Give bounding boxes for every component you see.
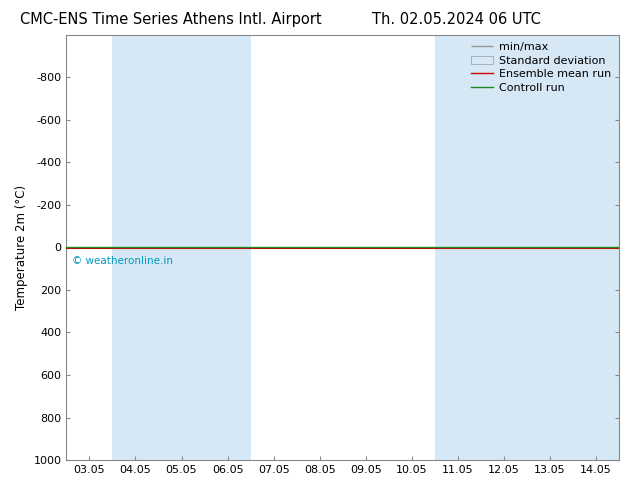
- Text: CMC-ENS Time Series Athens Intl. Airport: CMC-ENS Time Series Athens Intl. Airport: [20, 12, 322, 27]
- Text: Th. 02.05.2024 06 UTC: Th. 02.05.2024 06 UTC: [372, 12, 541, 27]
- Bar: [435, 35, 573, 460]
- Bar: [112, 35, 250, 460]
- Text: © weatheronline.in: © weatheronline.in: [72, 256, 173, 266]
- Y-axis label: Temperature 2m (°C): Temperature 2m (°C): [15, 185, 28, 310]
- Bar: [573, 35, 619, 460]
- Legend: min/max, Standard deviation, Ensemble mean run, Controll run: min/max, Standard deviation, Ensemble me…: [467, 38, 616, 98]
